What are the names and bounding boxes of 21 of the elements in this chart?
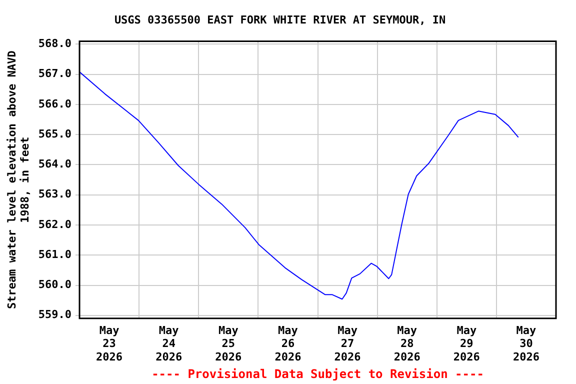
y-axis-title: Stream water level elevation above NAVD 1988, in feet [5, 50, 32, 309]
chart-title: USGS 03365500 EAST FORK WHITE RIVER AT SEYMOUR, IN [114, 13, 446, 26]
y-tick-label: 561.0 [38, 248, 72, 261]
text: ---- Provisional Data Subject to Revision ---- [152, 367, 484, 382]
x-tick-label: May 24 2026 [156, 324, 182, 364]
y-tick-label: 562.0 [38, 218, 72, 231]
y-tick-label: 567.0 [38, 67, 72, 80]
x-tick-label: May 27 2026 [334, 324, 362, 364]
y-tick-label: 568.0 [38, 37, 72, 50]
x-tick-label: May 30 2026 [512, 324, 540, 364]
x-tick-label: May 23 2026 [96, 324, 123, 364]
y-tick-label: 565.0 [38, 127, 72, 140]
y-tick-label: 566.0 [38, 97, 72, 110]
y-tick-label: 563.0 [38, 188, 72, 201]
x-tick-label: May 26 2026 [274, 324, 302, 364]
y-tick-label: 560.0 [38, 278, 72, 292]
x-tick-label: May 25 2026 [215, 324, 242, 364]
y-tick-label: 564.0 [38, 158, 72, 171]
x-tick-label: May 28 2026 [394, 324, 421, 364]
x-tick-label: May 29 2026 [453, 324, 480, 364]
y-tick-label: 559.0 [38, 308, 72, 322]
